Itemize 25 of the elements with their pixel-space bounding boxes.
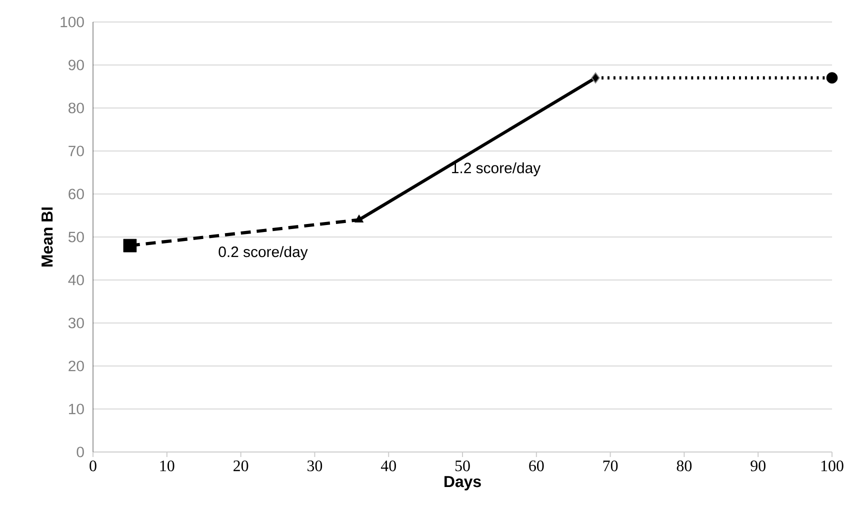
y-tick-label: 30 — [68, 318, 84, 328]
y-tick-label: 40 — [68, 274, 84, 286]
annotation: 0.2 score/day — [218, 246, 308, 260]
x-tick-label: 10 — [160, 460, 174, 472]
y-tick-label: 50 — [68, 232, 84, 242]
y-tick-label: 10 — [69, 404, 84, 414]
y-axis-title: Mean BI — [42, 208, 53, 266]
x-tick-label: 70 — [603, 460, 618, 472]
y-tick-label: 100 — [60, 16, 84, 28]
x-axis-title: Days — [444, 476, 481, 490]
x-tick-label: 100 — [821, 460, 844, 472]
x-tick-label: 30 — [308, 460, 322, 472]
y-tick-label: 60 — [68, 188, 84, 200]
x-tick-label: 20 — [234, 460, 248, 472]
x-tick-label: 50 — [455, 460, 470, 472]
y-tick-label: 0 — [76, 446, 84, 458]
y-tick-label: 20 — [68, 360, 84, 372]
y-tick-label: 70 — [68, 146, 84, 156]
y-tick-label: 90 — [68, 60, 84, 70]
x-tick-label: 80 — [676, 460, 692, 472]
y-tick-label: 80 — [68, 102, 84, 114]
x-tick-label: 0 — [90, 460, 96, 472]
x-tick-label: 90 — [750, 460, 766, 472]
x-tick-label: 60 — [529, 460, 544, 472]
x-tick-label: 40 — [380, 460, 396, 472]
